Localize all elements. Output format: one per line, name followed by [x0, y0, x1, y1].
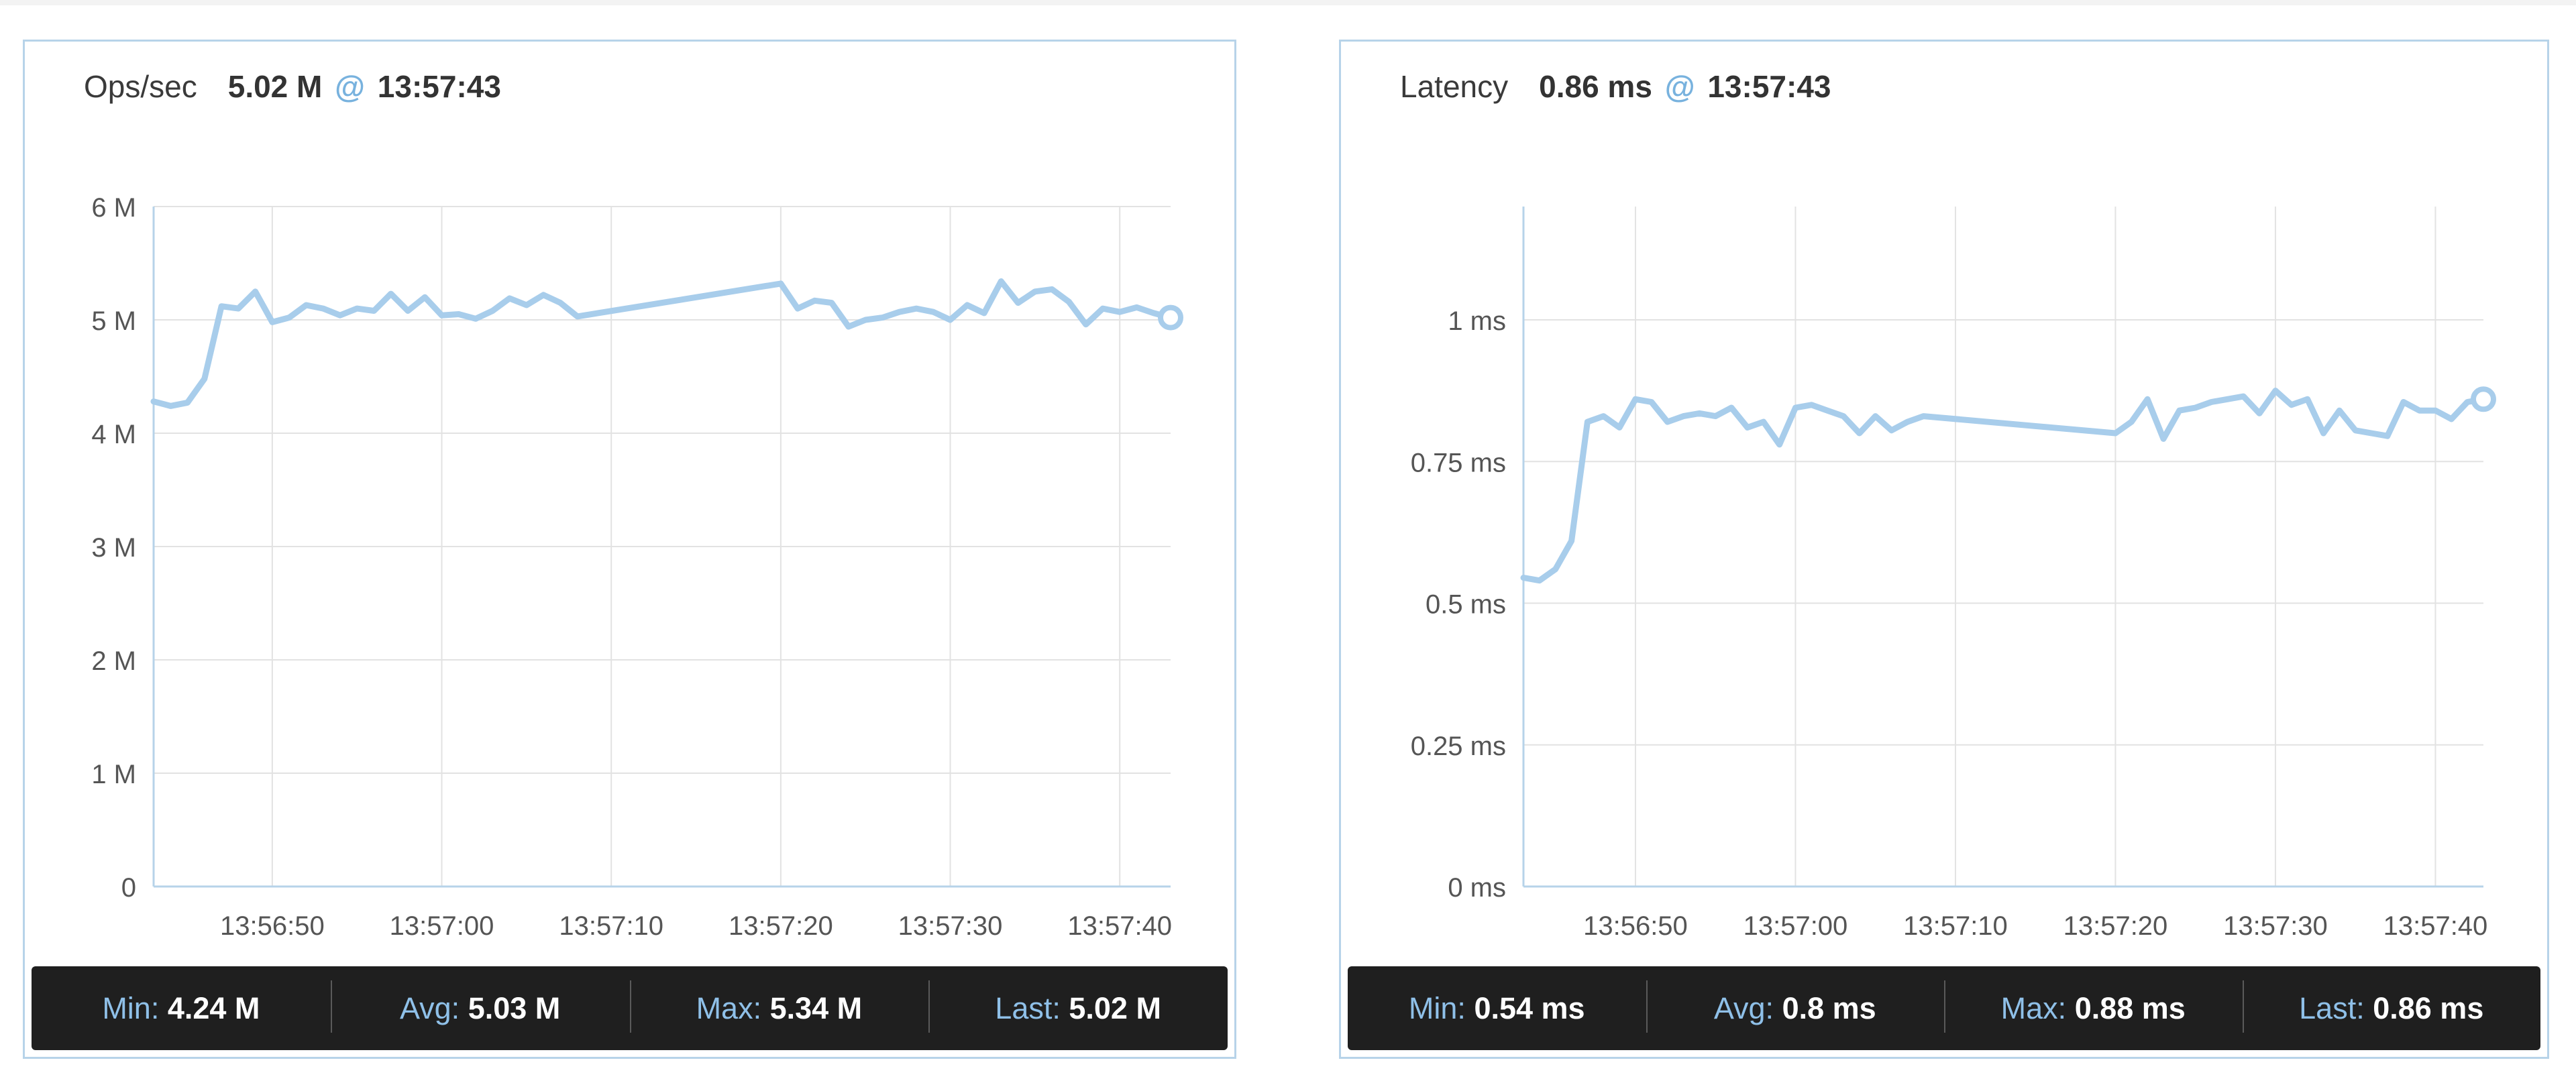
- ops-panel: Ops/sec 5.02 M @ 13:57:43 0 1 M 2 M 3 M 4 M 5 …: [23, 40, 1236, 1059]
- ops-stat-max-label: Max:: [696, 990, 762, 1025]
- latency-y-tick-label: 1 ms: [1448, 306, 1506, 336]
- latency-x-tick-label: 13:57:30: [2223, 911, 2328, 941]
- ops-x-tick-label: 13:56:50: [220, 911, 325, 941]
- ops-current-value: 5.02 M: [227, 69, 323, 104]
- ops-header: Ops/sec 5.02 M @ 13:57:43: [84, 68, 501, 105]
- ops-stat-min: Min: 4.24 M: [32, 991, 331, 1026]
- ops-y-tick-label: 2 M: [91, 646, 136, 676]
- latency-x-tick-label: 13:56:50: [1583, 911, 1688, 941]
- ops-series-line: [150, 278, 1174, 409]
- ops-stat-avg: Avg: 5.03 M: [330, 980, 630, 1033]
- latency-stat-max-value: 0.88 ms: [2074, 990, 2186, 1025]
- ops-last-point-marker: [1158, 304, 1183, 331]
- ops-stat-min-label: Min:: [102, 990, 160, 1025]
- ops-stats-bar: Min: 4.24 M Avg: 5.03 M Max: 5.34 M Last…: [32, 966, 1228, 1050]
- ops-stat-avg-value: 5.03 M: [468, 990, 561, 1025]
- latency-y-tick-label: 0 ms: [1448, 873, 1506, 903]
- ops-x-tick-label: 13:57:20: [729, 911, 833, 941]
- ops-stat-max-value: 5.34 M: [769, 990, 863, 1025]
- ops-chart: 0 1 M 2 M 3 M 4 M 5 M 6 M 13:56:50 13:57:00 13:57…: [91, 193, 1183, 941]
- latency-at-symbol: @: [1664, 69, 1695, 104]
- latency-panel: Latency 0.86 ms @ 13:57:43 0 ms 0.25 ms 0.5…: [1339, 40, 2549, 1059]
- ops-stat-last-value: 5.02 M: [1069, 990, 1161, 1025]
- latency-stats-bar: Min: 0.54 ms Avg: 0.8 ms Max: 0.88 ms La…: [1348, 966, 2540, 1050]
- ops-x-tick-label: 13:57:30: [898, 911, 1003, 941]
- ops-current-time: 13:57:43: [377, 69, 501, 104]
- latency-stat-avg: Avg: 0.8 ms: [1646, 980, 1945, 1033]
- ops-title: Ops/sec: [84, 69, 197, 104]
- ops-y-tick-label: 5 M: [91, 306, 136, 336]
- ops-stat-min-value: 4.24 M: [167, 990, 260, 1025]
- latency-y-tick-label: 0.75 ms: [1411, 448, 1506, 477]
- latency-chart: 0 ms 0.25 ms 0.5 ms 0.75 ms 1 ms 13:56:50 13:5…: [1411, 207, 2496, 941]
- latency-x-tick-label: 13:57:00: [1743, 911, 1848, 941]
- latency-stat-min-label: Min:: [1408, 990, 1466, 1025]
- latency-header: Latency 0.86 ms @ 13:57:43: [1400, 68, 1831, 105]
- latency-y-tick-label: 0.5 ms: [1426, 590, 1506, 620]
- latency-stat-last: Last: 0.86 ms: [2242, 980, 2541, 1033]
- latency-stat-avg-value: 0.8 ms: [1782, 990, 1876, 1025]
- ops-y-tick-label: 3 M: [91, 533, 136, 563]
- latency-x-tick-label: 13:57:40: [2383, 911, 2488, 941]
- latency-series-line: [1520, 388, 2487, 584]
- ops-y-tick-label: 4 M: [91, 420, 136, 449]
- latency-stat-avg-label: Avg:: [1713, 990, 1774, 1025]
- ops-stat-last-label: Last:: [995, 990, 1061, 1025]
- ops-y-tick-label: 0: [121, 873, 136, 903]
- ops-stat-max: Max: 5.34 M: [629, 980, 929, 1033]
- ops-y-tick-label: 1 M: [91, 760, 136, 789]
- latency-x-tick-label: 13:57:20: [2063, 911, 2168, 941]
- ops-x-tick-label: 13:57:40: [1067, 911, 1172, 941]
- latency-current-value: 0.86 ms: [1539, 69, 1652, 104]
- latency-stat-max-label: Max:: [2000, 990, 2067, 1025]
- latency-stat-min-value: 0.54 ms: [1474, 990, 1585, 1025]
- ops-stat-avg-label: Avg:: [399, 990, 460, 1025]
- latency-current-time: 13:57:43: [1707, 69, 1831, 104]
- latency-stat-min: Min: 0.54 ms: [1348, 991, 1646, 1026]
- latency-stat-max: Max: 0.88 ms: [1944, 980, 2243, 1033]
- latency-y-tick-label: 0.25 ms: [1411, 732, 1506, 761]
- ops-stat-last: Last: 5.02 M: [928, 980, 1228, 1033]
- latency-x-tick-label: 13:57:10: [1903, 911, 2008, 941]
- latency-last-point-marker: [2471, 386, 2496, 412]
- latency-stat-last-label: Last:: [2299, 990, 2365, 1025]
- ops-x-tick-label: 13:57:00: [390, 911, 494, 941]
- ops-y-tick-label: 6 M: [91, 193, 136, 223]
- ops-x-tick-label: 13:57:10: [559, 911, 663, 941]
- top-strip: [0, 0, 2576, 5]
- latency-title: Latency: [1400, 69, 1509, 104]
- ops-at-symbol: @: [335, 69, 366, 104]
- latency-stat-last-value: 0.86 ms: [2373, 990, 2484, 1025]
